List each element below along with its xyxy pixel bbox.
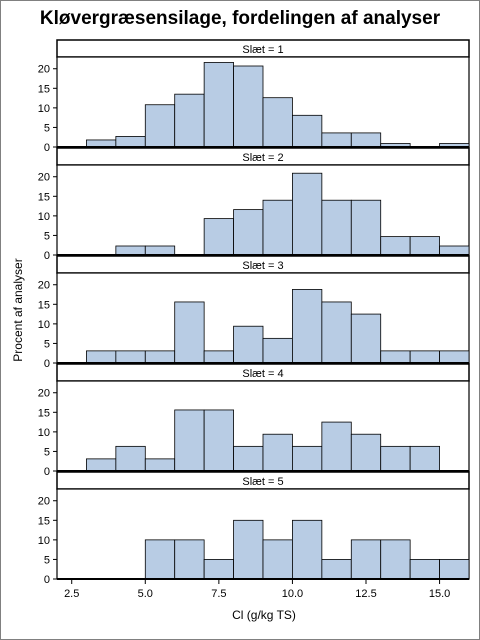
y-tick-label: 10 [38, 211, 50, 223]
y-tick-label: 10 [38, 427, 50, 439]
y-tick-label: 0 [44, 142, 50, 154]
y-tick-label: 20 [38, 172, 50, 184]
histogram-bar [292, 519, 323, 580]
histogram-bar [115, 245, 146, 256]
histogram-bar [321, 301, 352, 364]
y-tick-label: 20 [38, 280, 50, 292]
histogram-bar [350, 433, 382, 472]
histogram-bar [439, 245, 470, 256]
histogram-bar [174, 539, 205, 580]
y-tick-label: 10 [38, 103, 50, 115]
histogram-bar [350, 199, 382, 256]
x-tick-label: 5.0 [138, 588, 153, 600]
y-tick-label: 20 [38, 64, 50, 76]
histogram-bar [233, 519, 264, 580]
histogram-bar [86, 458, 117, 472]
y-tick-label: 0 [44, 250, 50, 262]
histogram-bar [262, 539, 293, 580]
histogram-bar [292, 172, 323, 256]
histogram-bar [203, 559, 234, 580]
histogram-bar [321, 421, 352, 472]
x-tick-label: 2.5 [64, 588, 79, 600]
histogram-bar [233, 65, 264, 148]
histogram-bar [233, 209, 264, 256]
x-tick-label: 10.0 [282, 588, 303, 600]
histogram-bar [203, 218, 234, 256]
histogram-bar [144, 350, 176, 364]
panel-label: Slæt = 5 [242, 476, 283, 488]
histogram-bar [203, 409, 234, 472]
histogram-bar [262, 199, 293, 256]
histogram-bar [439, 350, 470, 364]
x-tick-label: 15.0 [429, 588, 450, 600]
histogram-bar [321, 559, 352, 580]
histogram-bar [409, 559, 440, 580]
y-tick-label: 10 [38, 319, 50, 331]
x-tick-label: 12.5 [355, 588, 376, 600]
histogram-bar [203, 350, 234, 364]
histogram-bar [86, 350, 117, 364]
histogram-bar [144, 245, 176, 256]
y-tick-label: 5 [44, 122, 50, 134]
histogram-bar [174, 301, 205, 364]
histogram-bar [350, 313, 382, 364]
histogram-bar [233, 325, 264, 364]
y-tick-label: 10 [38, 535, 50, 547]
histogram-bar [115, 445, 146, 472]
histogram-bar [144, 458, 176, 472]
histogram-bar [409, 350, 440, 364]
histogram-bar [292, 445, 323, 472]
panel-label: Slæt = 4 [242, 368, 283, 380]
histogram-bar [262, 433, 293, 472]
histogram-bar [292, 114, 323, 148]
y-tick-label: 20 [38, 496, 50, 508]
x-tick-label: 7.5 [211, 588, 226, 600]
histogram-bar [380, 350, 411, 364]
histogram-bar [350, 132, 382, 148]
histogram-bar [380, 236, 411, 256]
histogram-bar [380, 539, 411, 580]
histogram-bar [350, 539, 382, 580]
y-tick-label: 5 [44, 230, 50, 242]
y-tick-label: 15 [38, 191, 50, 203]
y-tick-label: 5 [44, 338, 50, 350]
y-tick-label: 15 [38, 407, 50, 419]
histogram-bar [86, 139, 117, 148]
y-tick-label: 15 [38, 515, 50, 527]
histogram-bar [115, 136, 146, 148]
y-tick-label: 0 [44, 358, 50, 370]
y-tick-label: 5 [44, 446, 50, 458]
histogram-bar [262, 97, 293, 148]
panel-label: Slæt = 3 [242, 260, 283, 272]
x-axis-label: Cl (g/kg TS) [232, 608, 296, 622]
y-tick-label: 15 [38, 299, 50, 311]
chart-title: Kløvergræsensilage, fordelingen af analy… [39, 8, 441, 29]
histogram-bar [321, 132, 352, 148]
y-tick-label: 20 [38, 388, 50, 400]
histogram-bar [321, 199, 352, 256]
histogram-bar [262, 337, 293, 364]
y-tick-label: 0 [44, 574, 50, 586]
panel-label: Slæt = 1 [242, 44, 283, 56]
panel-label: Slæt = 2 [242, 152, 283, 164]
histogram-bar [380, 445, 411, 472]
histogram-bar [203, 62, 234, 148]
histogram-bar [409, 445, 440, 472]
histogram-bar [115, 350, 146, 364]
y-tick-label: 15 [38, 83, 50, 95]
histogram-bar [233, 445, 264, 472]
histogram-bar [174, 409, 205, 472]
y-tick-label: 0 [44, 466, 50, 478]
histogram-bar [439, 559, 470, 580]
histogram-bar [144, 539, 176, 580]
histogram-bar [409, 236, 440, 256]
histogram-bar [174, 93, 205, 148]
y-tick-label: 5 [44, 554, 50, 566]
histogram-bar [144, 104, 176, 148]
histogram-bar [292, 289, 323, 364]
